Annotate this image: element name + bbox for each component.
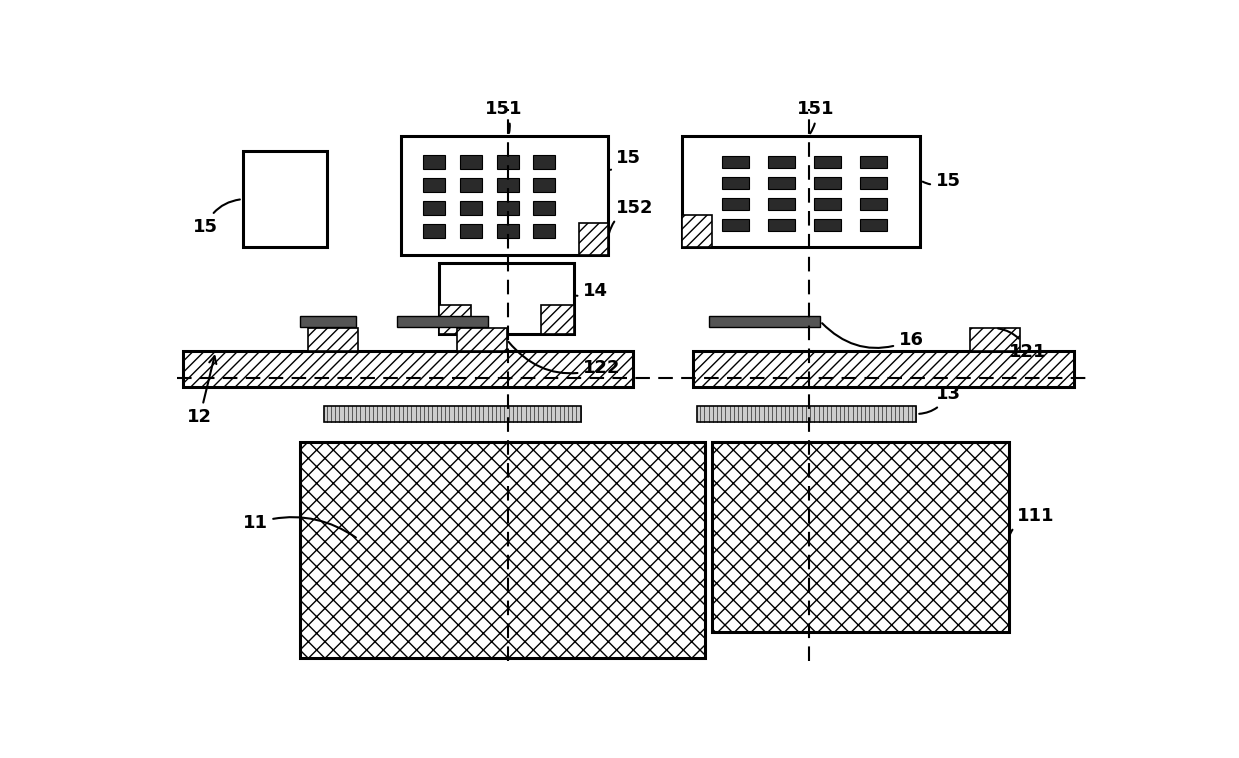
Bar: [768, 219, 794, 231]
Bar: [323, 406, 581, 422]
Text: 152: 152: [610, 199, 654, 233]
Bar: [579, 223, 608, 255]
Bar: [533, 178, 555, 192]
Bar: [422, 224, 445, 238]
Bar: [860, 177, 887, 189]
Bar: [693, 351, 1074, 387]
Bar: [422, 201, 445, 215]
Bar: [497, 224, 519, 238]
Bar: [182, 351, 633, 387]
Text: 151: 151: [486, 100, 523, 133]
Bar: [681, 215, 712, 247]
Bar: [814, 198, 841, 210]
Text: 13: 13: [919, 385, 960, 414]
Bar: [460, 224, 482, 238]
Bar: [422, 155, 445, 169]
Text: 15: 15: [611, 149, 641, 170]
Bar: [300, 442, 705, 658]
Bar: [541, 305, 574, 334]
Bar: [243, 151, 327, 247]
Bar: [709, 316, 820, 327]
Bar: [722, 177, 748, 189]
Bar: [439, 305, 471, 334]
Bar: [768, 156, 794, 168]
Text: 12: 12: [187, 356, 217, 426]
Text: 122: 122: [508, 342, 621, 377]
Bar: [768, 198, 794, 210]
Bar: [497, 178, 519, 192]
Text: 151: 151: [797, 100, 835, 133]
Bar: [460, 201, 482, 215]
Text: 111: 111: [1010, 506, 1054, 534]
Bar: [457, 328, 507, 351]
Text: 15: 15: [192, 199, 240, 236]
Bar: [698, 406, 917, 422]
Bar: [814, 156, 841, 168]
Bar: [860, 198, 887, 210]
Text: 15: 15: [923, 171, 960, 190]
Bar: [860, 219, 887, 231]
Bar: [400, 136, 608, 255]
Bar: [309, 328, 358, 351]
Bar: [722, 219, 748, 231]
Bar: [768, 177, 794, 189]
Bar: [814, 219, 841, 231]
Text: 121: 121: [999, 328, 1046, 362]
Bar: [497, 201, 519, 215]
Text: 11: 11: [243, 515, 356, 537]
Text: 14: 14: [576, 282, 608, 299]
Bar: [300, 316, 356, 327]
Bar: [533, 224, 555, 238]
Text: 16: 16: [823, 323, 924, 349]
Bar: [422, 178, 445, 192]
Bar: [460, 178, 482, 192]
Bar: [681, 136, 921, 247]
Bar: [497, 155, 519, 169]
Bar: [533, 201, 555, 215]
Bar: [722, 156, 748, 168]
Bar: [712, 442, 1009, 632]
Bar: [460, 155, 482, 169]
Bar: [396, 316, 487, 327]
Bar: [970, 328, 1021, 351]
Bar: [722, 198, 748, 210]
Bar: [533, 155, 555, 169]
Bar: [860, 156, 887, 168]
Bar: [814, 177, 841, 189]
Bar: [439, 264, 574, 334]
